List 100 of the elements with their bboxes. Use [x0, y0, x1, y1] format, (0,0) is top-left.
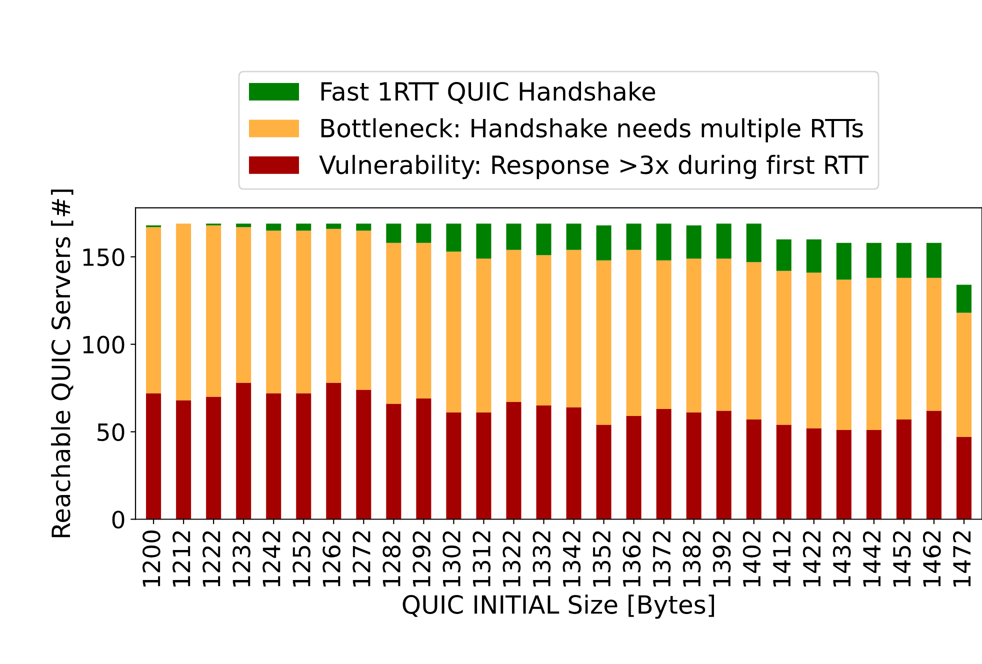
bar: [566, 224, 582, 250]
bar: [866, 242, 882, 278]
bar: [656, 260, 672, 410]
bar: [566, 407, 582, 520]
bar: [806, 272, 822, 428]
bar: [386, 224, 402, 243]
bar: [686, 225, 702, 259]
bar: [296, 224, 312, 231]
bar: [206, 225, 222, 397]
bar: [626, 250, 642, 416]
bar: [176, 224, 192, 400]
bar: [266, 393, 282, 520]
bar: [446, 412, 462, 520]
x-tick-label: 1212: [172, 531, 190, 586]
bar: [536, 255, 552, 406]
bar: [716, 224, 732, 259]
bar: [536, 406, 552, 520]
bar: [146, 393, 162, 520]
x-tick-label: 1432: [832, 531, 851, 586]
x-tick-label: 1362: [622, 531, 641, 586]
bar: [806, 239, 822, 273]
bar: [866, 278, 882, 430]
x-tick-label: 1402: [742, 531, 761, 586]
bar: [416, 398, 432, 520]
bar: [956, 284, 972, 313]
bar: [776, 270, 792, 425]
y-tick-label: 50: [98, 423, 124, 442]
bar: [386, 404, 402, 520]
bar: [956, 437, 972, 520]
bar: [506, 224, 522, 250]
bar: [146, 227, 162, 394]
bar: [236, 227, 252, 383]
x-tick-label: 1392: [712, 531, 731, 586]
bar: [596, 225, 612, 260]
bar: [236, 224, 252, 228]
bar: [686, 412, 702, 520]
x-tick-label: 1372: [652, 531, 671, 586]
x-tick-label: 1232: [232, 531, 250, 586]
bar: [896, 242, 912, 278]
bar: [716, 258, 732, 411]
bar: [626, 416, 642, 520]
bar: [776, 239, 792, 271]
bar: [476, 258, 492, 413]
x-tick-label: 1462: [922, 531, 941, 586]
bar: [956, 312, 972, 438]
x-tick-label: 1222: [202, 531, 220, 586]
x-tick-label: 1342: [562, 531, 581, 586]
x-tick-label: 1332: [532, 531, 551, 586]
bar: [746, 224, 762, 262]
x-tick-label: 1322: [502, 531, 521, 586]
bar: [776, 424, 792, 520]
bar: [266, 224, 282, 231]
y-tick-label: 100: [83, 336, 124, 354]
bar: [896, 420, 912, 520]
bar: [266, 230, 282, 394]
bar: [206, 396, 222, 520]
y-tick-label: 150: [83, 248, 124, 266]
bar: [386, 242, 402, 404]
x-tick-label: 1352: [592, 531, 611, 586]
bar: [806, 428, 822, 520]
x-tick-label: 1262: [322, 531, 340, 586]
legend-label: Fast 1RTT QUIC Handshake: [321, 82, 656, 104]
bar: [536, 224, 552, 256]
bar: [176, 400, 192, 520]
x-tick-label: 1242: [262, 531, 280, 586]
x-tick-label: 1452: [892, 531, 911, 586]
bar: [926, 242, 942, 278]
y-tick-label: 0: [112, 510, 124, 529]
bar: [746, 420, 762, 520]
x-tick-label: 1382: [682, 531, 701, 586]
x-tick-label: 1282: [382, 531, 401, 586]
bar: [836, 430, 852, 520]
x-tick-label: 1302: [442, 531, 461, 586]
bar: [356, 224, 372, 231]
bar: [506, 250, 522, 402]
bar: [836, 242, 852, 280]
bar: [836, 280, 852, 430]
bar: [476, 412, 492, 520]
bar: [896, 278, 912, 420]
bar: [596, 424, 612, 520]
bar: [566, 250, 582, 408]
bar: [926, 410, 942, 520]
x-axis-title: QUIC INITIAL Size [Bytes]: [402, 594, 714, 619]
bar: [236, 382, 252, 520]
bar: [416, 242, 432, 399]
x-tick-label: 1442: [862, 531, 880, 586]
x-tick-label: 1412: [772, 531, 790, 586]
y-axis-title: Reachable QUIC Servers [#]: [50, 190, 74, 538]
bar: [356, 230, 372, 390]
x-tick-label: 1312: [472, 531, 491, 586]
bar: [446, 224, 462, 252]
x-tick-label: 1272: [352, 531, 370, 586]
legend-label: Bottleneck: Handshake needs multiple RTTs: [321, 118, 863, 142]
bar: [596, 260, 612, 425]
bar: [866, 430, 882, 520]
x-tick-label: 1252: [292, 531, 310, 586]
bar: [686, 258, 702, 413]
bar: [356, 390, 372, 520]
bar: [626, 224, 642, 250]
bar: [446, 252, 462, 413]
